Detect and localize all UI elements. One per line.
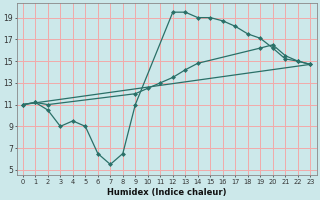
X-axis label: Humidex (Indice chaleur): Humidex (Indice chaleur) bbox=[107, 188, 226, 197]
